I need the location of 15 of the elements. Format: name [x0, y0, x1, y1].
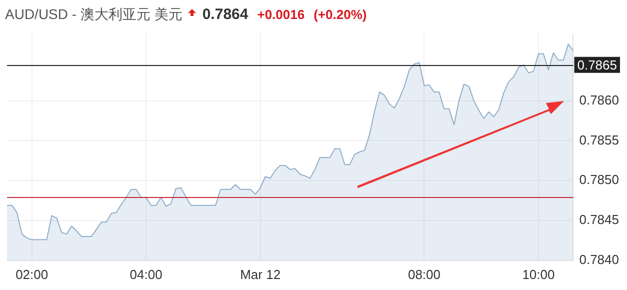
y-tick-label: 0.7860	[579, 92, 620, 108]
x-tick-label: 10:00	[522, 266, 555, 282]
y-tick-label: 0.7845	[579, 212, 620, 228]
x-tick-label: 02:00	[16, 266, 48, 282]
y-tick-label: 0.7840	[579, 252, 620, 267]
x-tick-label: 08:00	[408, 266, 440, 282]
x-tick-label: Mar 12	[240, 266, 281, 282]
ref-line-label: 0.7865	[577, 57, 618, 72]
y-tick-label: 0.7855	[579, 132, 620, 148]
text: 0.7864	[202, 6, 248, 23]
text: +0.0016	[257, 7, 305, 22]
chart-title: AUD/USD - 澳大利亚元 美元	[5, 6, 182, 24]
text: (+0.20%)	[314, 7, 367, 22]
x-tick-label: 04:00	[130, 266, 162, 282]
y-tick-label: 0.7850	[579, 172, 620, 188]
